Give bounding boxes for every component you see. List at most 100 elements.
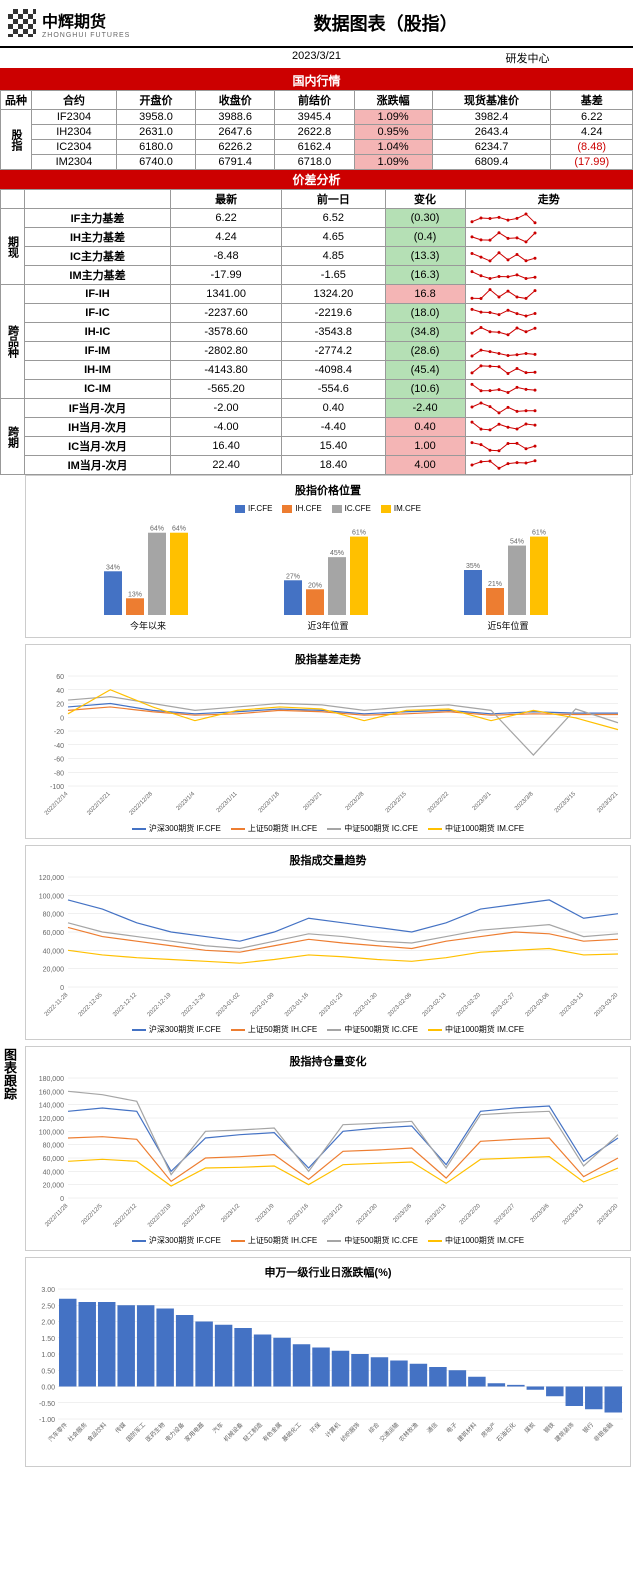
svg-text:2023/1/9: 2023/1/9 xyxy=(255,1203,276,1224)
svg-text:机械设备: 机械设备 xyxy=(222,1421,245,1444)
svg-text:2023-01-23: 2023-01-23 xyxy=(318,992,344,1018)
svg-text:2023/2/8: 2023/2/8 xyxy=(345,791,366,812)
industry-title: 申万一级行业日涨跌幅(%) xyxy=(28,1260,628,1284)
position-title: 股指价格位置 xyxy=(28,478,628,502)
svg-text:120,000: 120,000 xyxy=(39,875,64,882)
svg-text:2022-12-26: 2022-12-26 xyxy=(181,992,207,1018)
svg-text:2023-02-27: 2023-02-27 xyxy=(490,992,516,1018)
legend-item: 中证500期货 IC.CFE xyxy=(327,1235,418,1246)
legend-item: IH.CFE xyxy=(282,504,321,513)
svg-text:2022-12-05: 2022-12-05 xyxy=(78,992,104,1018)
volume-trend-chart: 股指成交量趋势 020,00040,00060,00080,000100,000… xyxy=(25,845,631,1040)
svg-text:34%: 34% xyxy=(106,564,120,571)
svg-text:煤炭: 煤炭 xyxy=(523,1421,537,1435)
spread-row: 期现IF主力基差6.226.52(0.30) xyxy=(1,209,633,228)
svg-text:2022-12-12: 2022-12-12 xyxy=(112,992,138,1018)
logo-icon xyxy=(8,9,36,37)
svg-text:食品饮料: 食品饮料 xyxy=(85,1421,108,1444)
legend-item: 中证1000期货 IM.CFE xyxy=(428,1235,524,1246)
dept-name: 研发中心 xyxy=(422,48,633,68)
svg-text:2023-02-06: 2023-02-06 xyxy=(387,992,413,1018)
svg-text:45%: 45% xyxy=(330,550,344,557)
svg-text:2023-01-02: 2023-01-02 xyxy=(215,992,241,1018)
svg-text:2023/2/1: 2023/2/1 xyxy=(303,791,324,812)
legend-item: 中证500期货 IC.CFE xyxy=(327,1024,418,1035)
svg-text:-1.00: -1.00 xyxy=(39,1417,55,1424)
svg-text:2022/12/19: 2022/12/19 xyxy=(147,1203,173,1229)
svg-text:家用电器: 家用电器 xyxy=(183,1421,206,1444)
svg-text:2023-01-30: 2023-01-30 xyxy=(353,992,379,1018)
col-4: 前结价 xyxy=(275,91,354,110)
svg-text:2023-01-09: 2023-01-09 xyxy=(250,992,276,1018)
spread-row: IF-IC-2237.60-2219.6(18.0) xyxy=(1,304,633,323)
legend-item: 上证50期货 IH.CFE xyxy=(231,823,317,834)
charts-section: 图表跟踪 股指价格位置 IF.CFEIH.CFEIC.CFEIM.CFE 34%… xyxy=(0,475,633,1473)
svg-text:钢铁: 钢铁 xyxy=(542,1421,556,1435)
section-domestic: 国内行情 xyxy=(0,71,633,90)
svg-text:20,000: 20,000 xyxy=(43,1183,65,1190)
col-0: 品种 xyxy=(1,91,32,110)
svg-text:医药生物: 医药生物 xyxy=(144,1421,167,1444)
basis-trend-chart: 股指基差走势 -100-80-60-40-2002040602022/12/14… xyxy=(25,644,631,839)
svg-text:-20: -20 xyxy=(54,729,64,736)
svg-text:100,000: 100,000 xyxy=(39,1129,64,1136)
svg-text:电力设备: 电力设备 xyxy=(163,1421,186,1444)
header: 中辉期货 ZHONGHUI FUTURES 数据图表（股指） xyxy=(0,0,633,48)
col-2: 开盘价 xyxy=(116,91,195,110)
charts-side-label: 图表跟踪 xyxy=(0,475,23,1473)
svg-text:2023-02-20: 2023-02-20 xyxy=(456,992,482,1018)
volume-title: 股指成交量趋势 xyxy=(28,848,628,872)
svg-text:20%: 20% xyxy=(308,582,322,589)
domestic-row: IC23046180.06226.26162.41.04%6234.7(8.48… xyxy=(1,140,633,155)
svg-text:2022/11/28: 2022/11/28 xyxy=(44,1203,70,1229)
svg-text:2023/3/1: 2023/3/1 xyxy=(472,791,493,812)
svg-text:140,000: 140,000 xyxy=(39,1103,64,1110)
svg-text:0: 0 xyxy=(60,715,64,722)
svg-text:3.00: 3.00 xyxy=(41,1287,55,1294)
svg-text:35%: 35% xyxy=(466,563,480,570)
svg-text:2023/3/15: 2023/3/15 xyxy=(554,791,578,815)
svg-text:61%: 61% xyxy=(532,530,546,537)
legend-item: 中证1000期货 IM.CFE xyxy=(428,823,524,834)
position-chart: 股指价格位置 IF.CFEIH.CFEIC.CFEIM.CFE 34%13%64… xyxy=(25,475,631,638)
svg-text:2023/1/11: 2023/1/11 xyxy=(216,791,239,814)
page-title: 数据图表（股指） xyxy=(138,0,633,46)
svg-text:2023/1/18: 2023/1/18 xyxy=(258,791,282,815)
svg-text:非银金融: 非银金融 xyxy=(592,1421,615,1444)
svg-text:石油石化: 石油石化 xyxy=(495,1421,518,1444)
svg-text:2023/3/20: 2023/3/20 xyxy=(596,1203,620,1227)
legend-item: IC.CFE xyxy=(332,504,371,513)
svg-text:60,000: 60,000 xyxy=(43,1156,65,1163)
legend-item: 上证50期货 IH.CFE xyxy=(231,1235,317,1246)
svg-text:27%: 27% xyxy=(286,573,300,580)
svg-text:40,000: 40,000 xyxy=(43,948,65,955)
svg-text:0: 0 xyxy=(60,985,64,992)
svg-text:2022/12/12: 2022/12/12 xyxy=(113,1203,139,1229)
svg-text:64%: 64% xyxy=(172,526,186,533)
oi-trend-chart: 股指持仓量变化 020,00040,00060,00080,000100,000… xyxy=(25,1046,631,1251)
col-7: 基差 xyxy=(551,91,633,110)
section-spread: 价差分析 xyxy=(0,170,633,189)
svg-text:2023-01-16: 2023-01-16 xyxy=(284,992,310,1018)
spread-row: IC-IM-565.20-554.6(10.6) xyxy=(1,380,633,399)
spread-row: IH-IC-3578.60-3543.8(34.8) xyxy=(1,323,633,342)
svg-text:房地产: 房地产 xyxy=(479,1421,497,1439)
svg-text:2023/1/4: 2023/1/4 xyxy=(176,791,197,812)
svg-text:0.50: 0.50 xyxy=(41,1368,55,1375)
svg-text:2022/12/21: 2022/12/21 xyxy=(86,791,112,817)
svg-text:54%: 54% xyxy=(510,539,524,546)
spread-group-label: 跨期 xyxy=(1,399,25,475)
svg-text:80,000: 80,000 xyxy=(43,912,65,919)
svg-text:综合: 综合 xyxy=(367,1421,381,1435)
legend-item: IM.CFE xyxy=(381,504,421,513)
svg-text:-0.50: -0.50 xyxy=(39,1401,55,1408)
svg-text:2022-11-28: 2022-11-28 xyxy=(44,992,70,1018)
legend-item: 中证500期货 IC.CFE xyxy=(327,823,418,834)
svg-text:传媒: 传媒 xyxy=(113,1421,127,1435)
svg-text:2023/2/6: 2023/2/6 xyxy=(392,1203,413,1224)
svg-text:2023/2/15: 2023/2/15 xyxy=(385,791,409,815)
svg-text:2023-02-13: 2023-02-13 xyxy=(422,992,448,1018)
company-logo: 中辉期货 ZHONGHUI FUTURES xyxy=(0,3,138,44)
legend-item: 沪深300期货 IF.CFE xyxy=(132,1235,221,1246)
spread-group-label: 期现 xyxy=(1,209,25,285)
